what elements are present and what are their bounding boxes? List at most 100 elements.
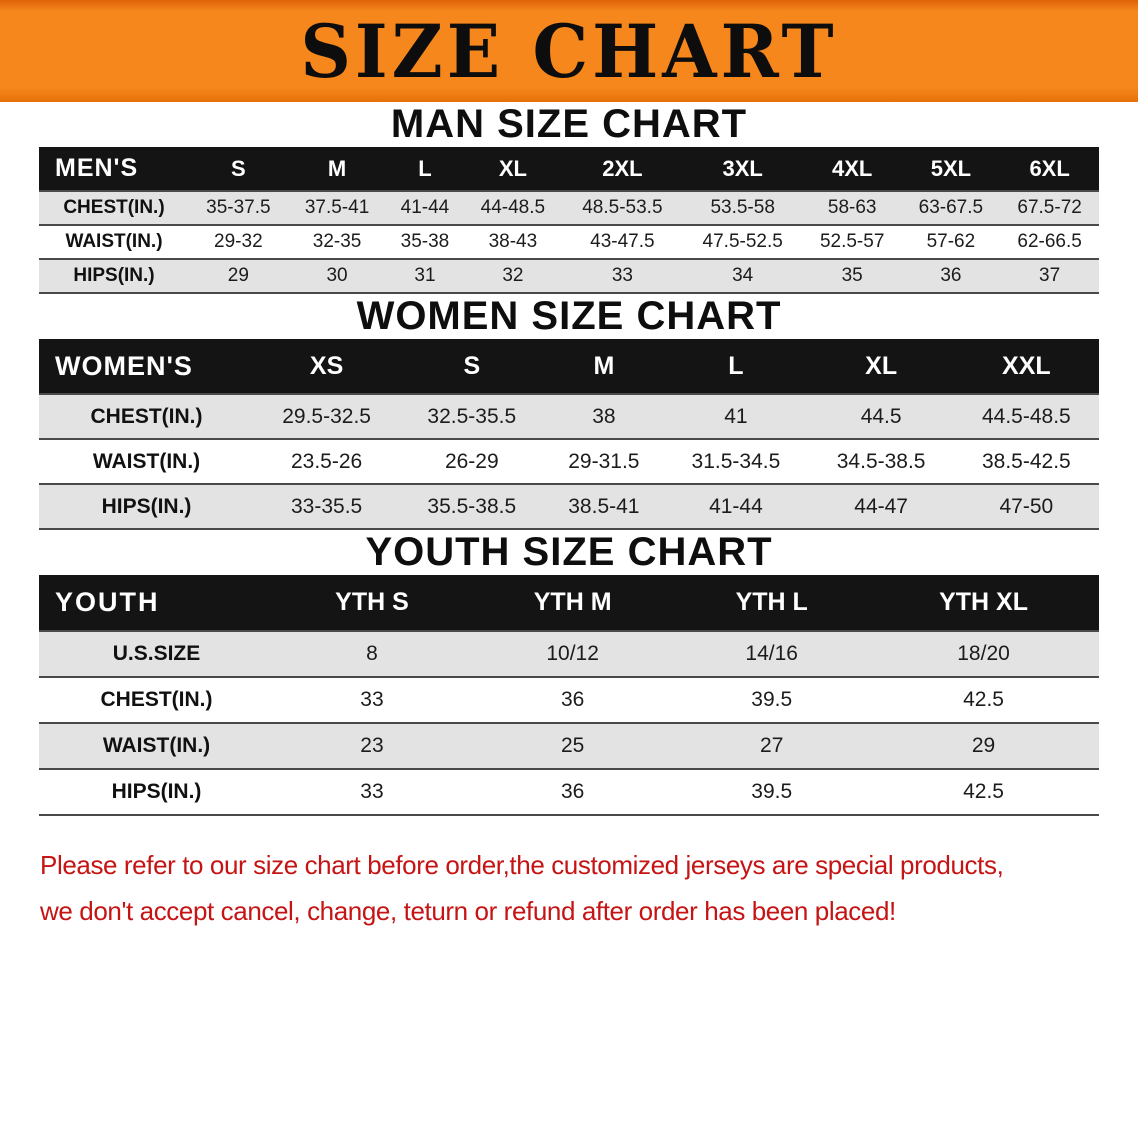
man-size-section: MAN SIZE CHART MEN'S S M L XL 2XL 3XL 4XL 5XL 6XL… [0,102,1138,294]
size-value: 34 [732,265,754,286]
size-value: 38.5-42.5 [981,449,1071,473]
size-value: 29.5-32.5 [282,404,371,428]
size-value: 27 [760,734,784,757]
size-column-header: YTH XL [868,575,1099,631]
youth-section-heading: YOUTH SIZE CHART [365,530,773,574]
youth-size-table: YOUTH YTH S YTH M YTH L YTH XL U.S.SIZE 8 10/12… [39,575,1099,816]
size-column-header: YTH L [675,575,869,631]
size-value: 14/16 [745,642,798,665]
size-value: 36 [560,780,585,803]
row-label: U.S.SIZE [112,642,201,665]
size-value: 29-32 [214,231,263,252]
size-column-header: XL [463,147,563,191]
size-value: 31 [414,265,436,286]
size-value: 53.5-58 [710,197,775,218]
row-label: WAIST(IN.) [102,734,211,757]
banner-title: SIZE CHART [300,7,838,95]
size-value: 62-66.5 [1017,231,1082,252]
table-title-cell: YOUTH [39,575,274,631]
size-column-header: XS [254,339,400,394]
size-value: 32 [502,265,524,286]
size-column-header: XL [808,339,954,394]
table-row: WAIST(IN.) 23.5-26 26-29 29-31.5 31.5-34.5 34… [39,439,1099,484]
size-value: 36 [560,688,585,711]
size-value: 38-43 [488,231,538,252]
size-value: 35-37.5 [206,197,271,218]
size-value: 33 [360,780,384,803]
size-value: 10/12 [546,642,599,665]
row-label: CHEST(IN.) [90,404,203,428]
size-value: 26-29 [444,449,499,473]
size-value: 41-44 [400,197,450,218]
size-value: 8 [366,642,378,665]
size-value: 41-44 [709,494,763,518]
table-row: CHEST(IN.) 29.5-32.5 32.5-35.5 38 41 44.5 44.5… [39,394,1099,439]
size-column-header: M [544,339,664,394]
table-row: HIPS(IN.) 33-35.5 35.5-38.5 38.5-41 41-44 44-… [39,484,1099,529]
table-row: HIPS(IN.) 33 36 39.5 42.5 [39,769,1099,815]
size-value: 47-50 [999,494,1054,518]
disclaimer-note: Please refer to our size chart before or… [40,842,1138,934]
size-value: 31.5-34.5 [691,449,781,473]
size-value: 43-47.5 [590,231,655,252]
size-value: 58-63 [827,197,877,218]
size-column-header: 6XL [1000,147,1099,191]
size-value: 35 [841,265,863,286]
size-value: 38.5-41 [568,494,640,518]
women-size-table: WOMEN'S XS S M L XL XXL CHEST(IN.) 29.5-32.5 32.5… [39,339,1099,530]
size-value: 39.5 [751,780,793,803]
size-value: 41 [724,404,748,428]
row-label: WAIST(IN.) [92,449,201,473]
women-section-heading: WOMEN SIZE CHART [356,294,782,338]
table-row: WAIST(IN.) 29-32 32-35 35-38 38-43 43-47.5 47.… [39,225,1099,259]
size-value: 29 [227,265,249,286]
size-value: 57-62 [926,231,976,252]
size-value: 33-35.5 [290,494,363,518]
size-value: 29 [971,734,996,757]
table-header-row: MEN'S S M L XL 2XL 3XL 4XL 5XL 6XL [39,147,1099,191]
size-value: 42.5 [963,688,1004,711]
women-size-section: WOMEN SIZE CHART WOMEN'S XS S M L XL XXL CHEST(… [0,294,1138,530]
size-column-header: L [386,147,464,191]
size-value: 35.5-38.5 [427,494,517,518]
size-value: 25 [560,734,585,757]
size-value: 37.5-41 [304,197,370,218]
table-title-cell: MEN'S [39,147,189,191]
size-value: 47.5-52.5 [702,231,783,252]
row-label: CHEST(IN.) [63,197,165,218]
size-column-header: L [663,339,809,394]
size-value: 32-35 [312,231,362,252]
size-value: 23 [360,734,384,757]
size-value: 34.5-38.5 [836,449,926,473]
table-row: CHEST(IN.) 33 36 39.5 42.5 [39,677,1099,723]
size-value: 44.5 [860,404,902,428]
size-value: 42.5 [963,780,1004,803]
table-title-cell: WOMEN'S [39,339,254,394]
size-value: 44.5-48.5 [981,404,1071,428]
disclaimer-line-1: Please refer to our size chart before or… [40,850,1004,880]
size-column-header: 4XL [802,147,902,191]
size-column-header: 3XL [682,147,803,191]
size-value: 48.5-53.5 [582,197,663,218]
size-value: 67.5-72 [1017,197,1082,218]
size-value: 33 [611,265,633,286]
size-value: 44-48.5 [480,197,546,218]
size-value: 37 [1039,265,1061,286]
table-header-row: YOUTH YTH S YTH M YTH L YTH XL [39,575,1099,631]
size-chart-banner: SIZE CHART [0,0,1138,102]
size-value: 29-31.5 [568,449,640,473]
row-label: HIPS(IN.) [73,265,155,286]
size-value: 63-67.5 [918,197,984,218]
size-value: 44-47 [854,494,908,518]
youth-size-section: YOUTH SIZE CHART YOUTH YTH S YTH M YTH L YTH… [0,530,1138,816]
size-value: 38 [592,404,616,428]
disclaimer-line-2: we don't accept cancel, change, teturn o… [40,896,896,926]
table-row: WAIST(IN.) 23 25 27 29 [39,723,1099,769]
size-value: 18/20 [957,642,1010,665]
size-value: 36 [940,265,962,286]
row-label: WAIST(IN.) [65,231,163,252]
row-label: HIPS(IN.) [111,780,202,803]
size-column-header: YTH S [274,575,470,631]
size-column-header: S [189,147,288,191]
size-column-header: 2XL [562,147,683,191]
